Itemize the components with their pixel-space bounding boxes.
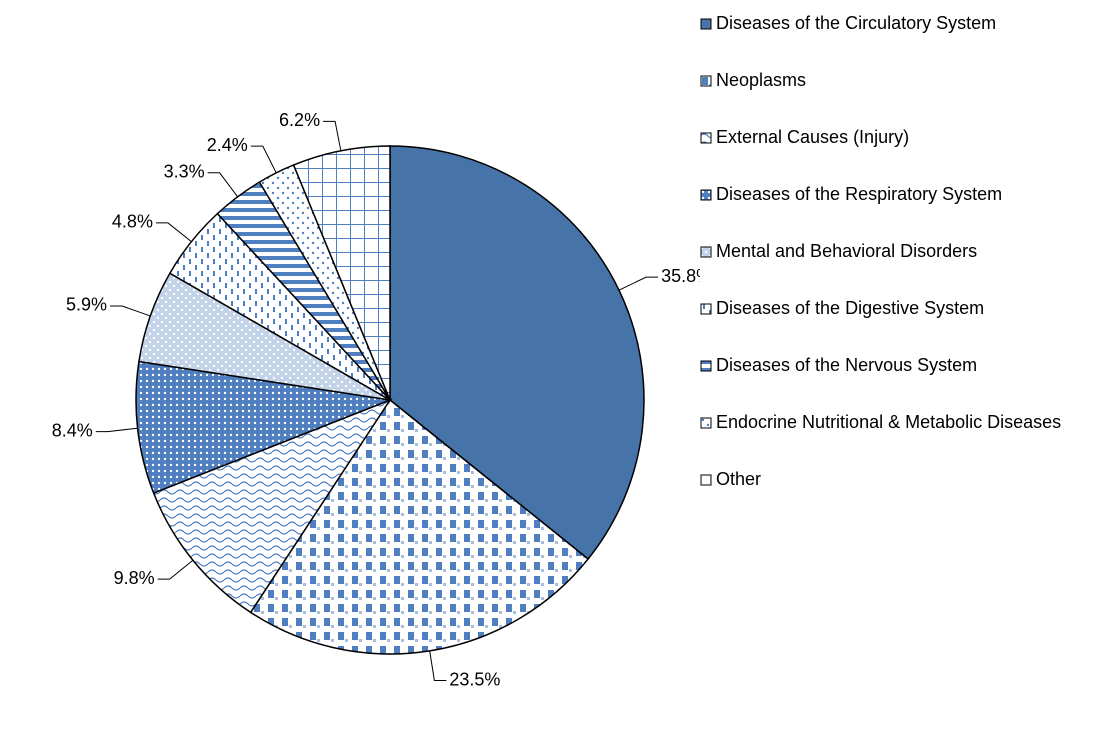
data-label: 2.4% bbox=[207, 135, 248, 155]
legend-label: Other bbox=[716, 469, 762, 489]
leader-line bbox=[157, 559, 194, 580]
legend-swatch bbox=[700, 360, 712, 372]
legend-swatch bbox=[700, 189, 712, 201]
legend-label: Mental and Behavioral Disorders bbox=[716, 241, 978, 261]
legend-swatch bbox=[700, 303, 712, 315]
data-label: 3.3% bbox=[164, 162, 205, 182]
data-label: 4.8% bbox=[112, 212, 153, 232]
leader-line bbox=[155, 222, 192, 243]
legend-item: Diseases of the Nervous System bbox=[700, 354, 1100, 411]
legend-swatch bbox=[700, 18, 712, 30]
legend-label: Endocrine Nutritional & Metabolic Diseas… bbox=[716, 412, 1062, 432]
legend: Diseases of the Circulatory System Neopla… bbox=[700, 12, 1100, 525]
legend-swatch bbox=[700, 75, 712, 87]
pie-slice bbox=[249, 398, 590, 655]
data-label: 6.2% bbox=[279, 110, 320, 130]
data-label: 35.8% bbox=[661, 266, 700, 286]
legend-swatch bbox=[700, 132, 712, 144]
pie-slice bbox=[389, 145, 645, 561]
legend-label: Neoplasms bbox=[716, 70, 807, 90]
data-label: 5.9% bbox=[66, 295, 107, 315]
leader-line bbox=[110, 305, 151, 317]
legend-item: Endocrine Nutritional & Metabolic Diseas… bbox=[700, 411, 1100, 468]
legend-label: Diseases of the Nervous System bbox=[716, 355, 978, 375]
data-label: 9.8% bbox=[114, 568, 155, 588]
legend-swatch bbox=[700, 474, 712, 486]
legend-label: Diseases of the Respiratory System bbox=[716, 184, 1003, 204]
legend-swatch bbox=[700, 246, 712, 258]
chart: 35.8% 23.5% 9.8% 8.4% 5.9% 4.8% 3.3%2.4% 6.2% bbox=[52, 110, 712, 689]
legend-item: Mental and Behavioral Disorders bbox=[700, 240, 1100, 297]
data-label: 23.5% bbox=[449, 669, 500, 689]
leader-line bbox=[207, 172, 239, 198]
leader-line bbox=[618, 276, 659, 291]
pie-slice bbox=[292, 145, 391, 401]
legend-swatch bbox=[700, 417, 712, 429]
legend-item: Diseases of the Digestive System bbox=[700, 297, 1100, 354]
legend-item: Other bbox=[700, 468, 1100, 525]
leader-line bbox=[323, 120, 342, 151]
legend-label: Diseases of the Circulatory System bbox=[716, 13, 997, 33]
legend-item: External Causes (Injury) bbox=[700, 126, 1100, 183]
pie-slice bbox=[135, 360, 393, 495]
legend-item: Diseases of the Respiratory System bbox=[700, 183, 1100, 240]
legend-label: External Causes (Injury) bbox=[716, 127, 910, 147]
leader-line bbox=[429, 650, 447, 682]
data-label: 8.4% bbox=[52, 420, 93, 440]
legend-label: Diseases of the Digestive System bbox=[716, 298, 985, 318]
leader-line bbox=[250, 145, 277, 174]
legend-item: Diseases of the Circulatory System bbox=[700, 12, 1100, 69]
legend-item: Neoplasms bbox=[700, 69, 1100, 126]
leader-line bbox=[95, 427, 138, 433]
